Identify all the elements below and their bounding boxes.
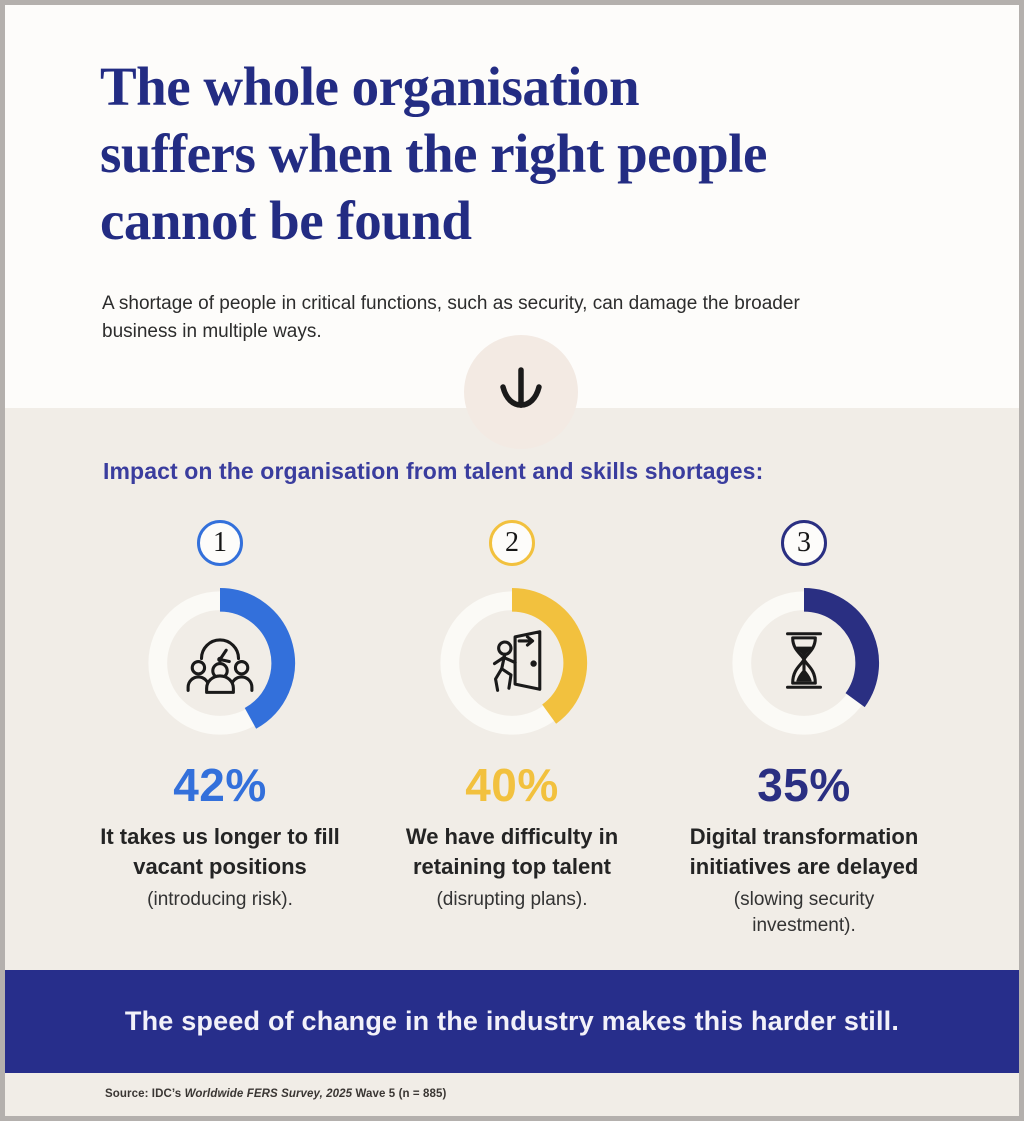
impact-item-retention: 2 [367,520,657,939]
step-badge-2: 2 [489,520,535,566]
page-subtitle: A shortage of people in critical functio… [102,293,800,342]
impact-label: It takes us longer to fill vacant positi… [100,824,340,879]
percent-value: 35% [757,759,851,811]
impact-label: Digital transformation initiatives are d… [689,824,919,879]
footer-section: Source: IDC’s Worldwide FERS Survey, 202… [5,1073,1019,1116]
down-arrow-icon [492,361,550,424]
impact-item-digital-delay: 3 [659,520,949,939]
hourglass-icon [768,625,840,702]
source-prefix: Source: IDC’s [105,1088,185,1100]
exit-door-icon [476,625,548,702]
impact-note: (introducing risk). [147,889,293,911]
donut-chart-fill-positions [141,584,299,742]
impact-note: (slowing security investment). [733,889,875,937]
impact-columns: 1 [75,520,949,939]
step-badge-3: 3 [781,520,827,566]
team-clock-icon [184,625,256,702]
impact-note: (disrupting plans). [436,889,588,911]
donut-ring [440,587,588,735]
step-badge-1: 1 [197,520,243,566]
scroll-down-bubble [464,335,578,449]
impact-heading: Impact on the organisation from talent a… [103,458,764,484]
donut-ring [732,587,880,735]
source-suffix: Wave 5 (n = 885) [352,1088,447,1100]
banner-text: The speed of change in the industry make… [124,1006,900,1036]
page-title: The whole organisation suffers when the … [100,56,767,252]
impact-item-fill-positions: 1 [75,520,365,939]
step-number: 1 [213,527,227,558]
banner-section: The speed of change in the industry make… [5,970,1019,1073]
impact-label: We have difficulty in retaining top tale… [405,824,619,879]
donut-chart-retention [433,584,591,742]
step-number: 2 [505,527,519,558]
source-title: Worldwide FERS Survey, 2025 [184,1088,353,1100]
percent-value: 42% [173,759,267,811]
source-citation: Source: IDC’s Worldwide FERS Survey, 202… [105,1088,446,1100]
impact-section: Impact on the organisation from talent a… [5,408,1019,970]
donut-ring [148,587,295,735]
step-number: 3 [797,527,811,558]
donut-chart-digital-delay [725,584,883,742]
percent-value: 40% [465,759,559,811]
